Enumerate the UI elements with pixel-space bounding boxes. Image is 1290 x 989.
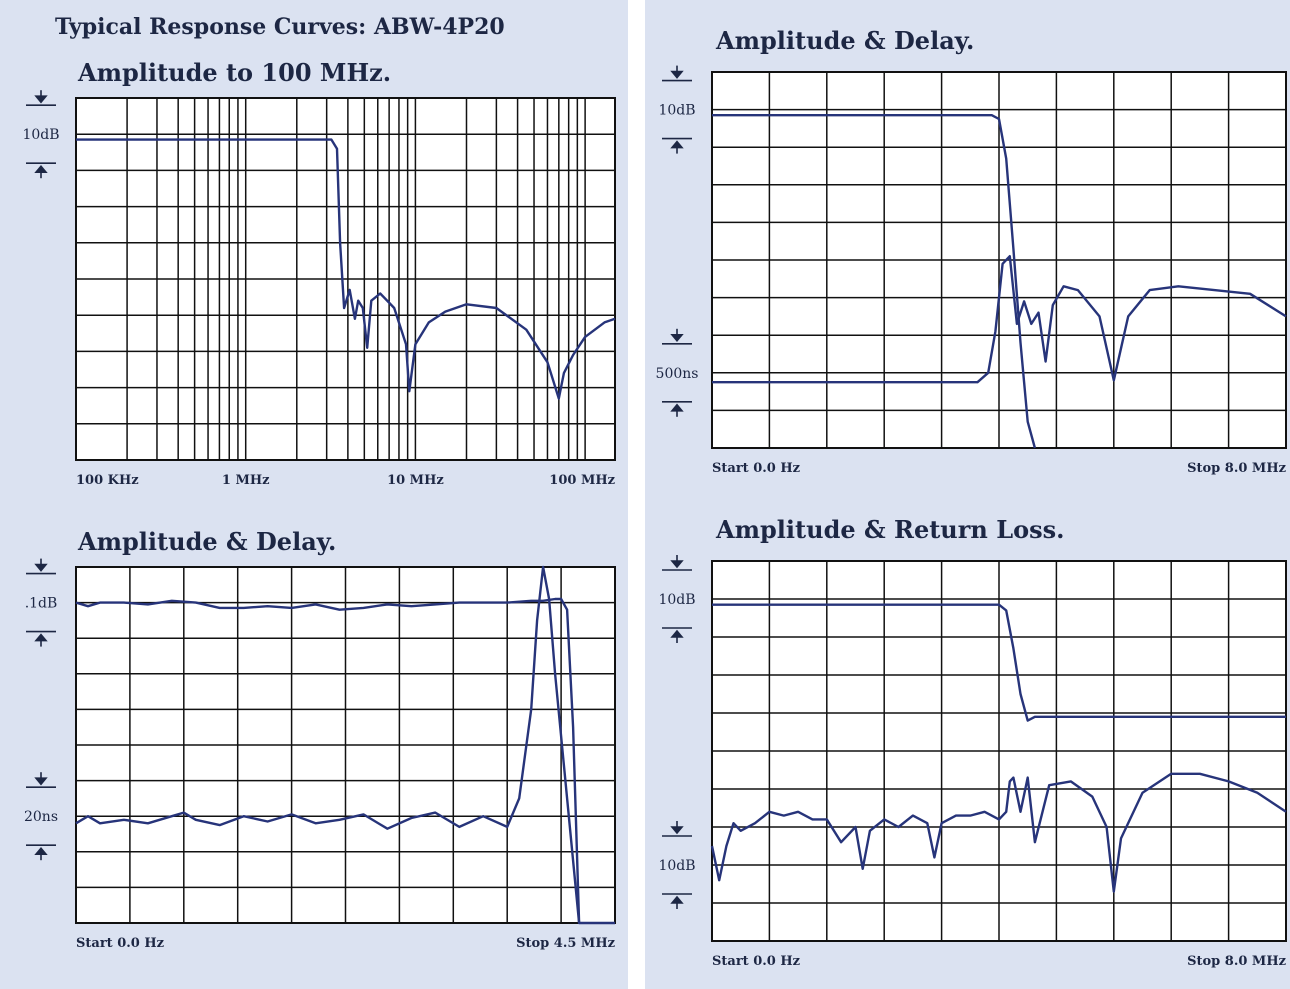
chart1-series-0 xyxy=(76,138,616,400)
chart3-start-label: Start 0.0 Hz xyxy=(712,461,800,476)
chart4-series-0 xyxy=(712,603,1286,722)
chart1-title: Amplitude to 100 MHz. xyxy=(78,58,392,87)
chart1-tick-label-3: 100 MHz xyxy=(549,473,615,488)
chart4-marker-1-label: 10dB xyxy=(658,858,695,874)
chart4-marker-0-down-arrow-icon xyxy=(670,560,684,569)
chart3-series-1 xyxy=(712,255,1287,384)
chart2-series-1 xyxy=(75,565,615,925)
chart4-series-1 xyxy=(710,772,1287,893)
main-title: Typical Response Curves: ABW-4P20 xyxy=(55,14,505,40)
chart3-stop-label: Stop 8.0 MHz xyxy=(1187,461,1286,476)
chart1-tick-label-1: 1 MHz xyxy=(222,473,270,488)
chart3-title: Amplitude & Delay. xyxy=(716,26,975,55)
chart2-title: Amplitude & Delay. xyxy=(78,527,337,556)
chart4-start-label: Start 0.0 Hz xyxy=(712,954,800,969)
chart2-marker-1-down-arrow-icon xyxy=(34,777,48,786)
chart3-marker-1-down-arrow-icon xyxy=(670,334,684,343)
chart1-tick-label-2: 10 MHz xyxy=(387,473,444,488)
chart2-start-label: Start 0.0 Hz xyxy=(76,936,164,951)
chart4-marker-1-down-arrow-icon xyxy=(670,826,684,835)
chart1-marker-0-down-arrow-icon xyxy=(34,95,48,104)
chart4-title: Amplitude & Return Loss. xyxy=(716,515,1065,544)
chart3-marker-0-label: 10dB xyxy=(658,103,695,119)
chart2-marker-1-label: 20ns xyxy=(24,809,58,825)
chart1-marker-0-label: 10dB xyxy=(22,127,59,143)
chart2-series-0 xyxy=(75,597,581,924)
chart3-marker-1-label: 500ns xyxy=(656,366,699,382)
chart2-marker-0-label: .1dB xyxy=(25,596,58,612)
chart2-marker-0-down-arrow-icon xyxy=(34,563,48,572)
chart4-marker-0-label: 10dB xyxy=(658,592,695,608)
chart1-tick-label-0: 100 KHz xyxy=(76,473,139,488)
chart3-marker-0-down-arrow-icon xyxy=(670,70,684,79)
chart2-stop-label: Stop 4.5 MHz xyxy=(516,936,615,951)
chart4-stop-label: Stop 8.0 MHz xyxy=(1187,954,1286,969)
chart3-series-0 xyxy=(712,113,1037,449)
